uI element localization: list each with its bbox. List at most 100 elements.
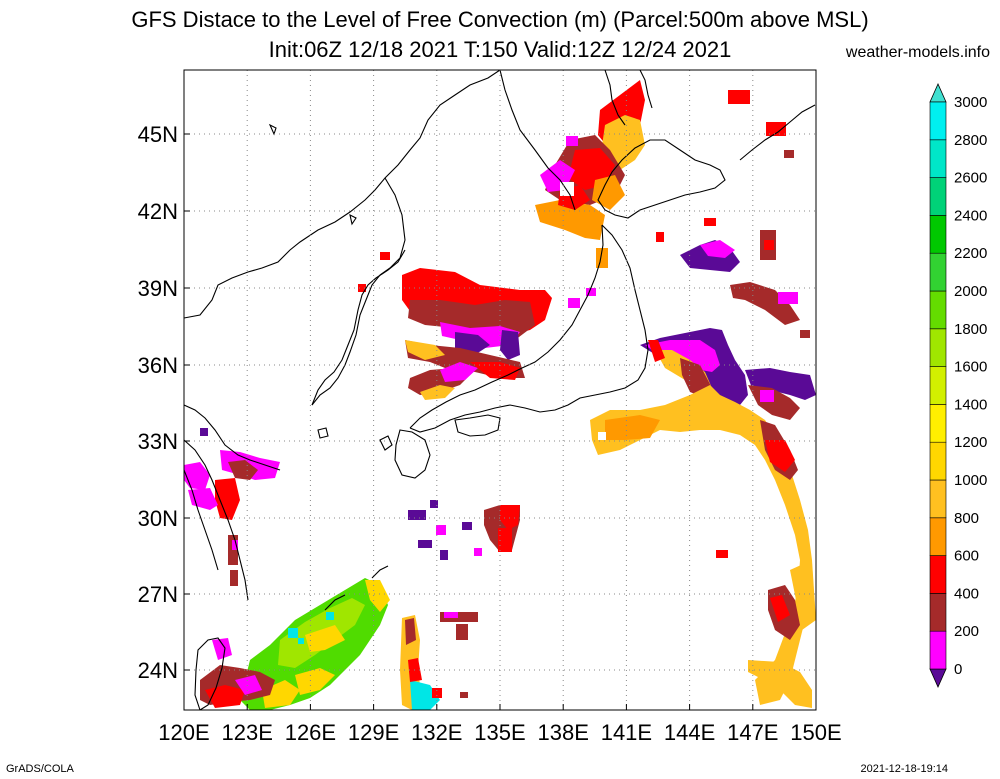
field-patch — [766, 122, 786, 136]
site-credit: weather-models.info — [845, 44, 990, 61]
colorbar-segment — [929, 139, 947, 178]
y-axis: 24N 27N 30N 33N 36N 39N 42N 45N — [138, 122, 190, 683]
coastline — [184, 404, 281, 471]
colorbar-over-arrow — [929, 83, 947, 103]
field-patch — [420, 385, 455, 400]
coastline-hokkaido — [597, 139, 726, 219]
colorbar-label: 1600 — [954, 359, 987, 376]
field-patch — [605, 415, 660, 440]
field-patch — [418, 540, 432, 548]
field-patch — [598, 432, 606, 440]
field-patch — [568, 298, 580, 308]
colorbar-label: 400 — [954, 585, 979, 602]
field-patch — [770, 595, 790, 622]
field-patch — [498, 528, 512, 552]
colorbar-label: 1400 — [954, 396, 987, 413]
colorbar-segment — [929, 328, 947, 367]
coastline — [604, 70, 626, 126]
x-tick-label: 147E — [727, 720, 778, 745]
colorbar-label: 3000 — [954, 94, 987, 111]
coastline — [499, 70, 576, 211]
colorbar-label: 0 — [954, 661, 962, 678]
coastline — [639, 70, 653, 109]
field-patch — [474, 548, 482, 556]
field-patch — [535, 200, 605, 240]
field-patch — [790, 560, 816, 630]
field-patch — [800, 330, 810, 338]
field-patch — [456, 624, 468, 640]
field-patch — [586, 288, 596, 296]
field-patch — [212, 638, 232, 660]
field-patch — [184, 462, 210, 490]
plot-area — [184, 70, 816, 710]
field-patch — [592, 175, 625, 210]
coastline-islands — [317, 427, 329, 439]
field-patch — [380, 252, 390, 260]
field-patch — [460, 692, 468, 698]
field-patch — [405, 618, 416, 645]
field-patch — [200, 428, 208, 436]
field-patch — [500, 330, 520, 360]
coastline-honshu — [409, 224, 649, 433]
colorbar-segment — [929, 252, 947, 292]
coastline — [184, 70, 501, 319]
x-tick-label: 144E — [664, 720, 715, 745]
field-patch — [566, 136, 578, 146]
field-patch — [408, 510, 426, 520]
colorbar-segment — [929, 404, 947, 443]
field-patch — [365, 580, 390, 612]
x-tick-label: 126E — [285, 720, 336, 745]
x-tick-label: 138E — [538, 720, 589, 745]
field-layer — [184, 80, 816, 710]
field-patch — [410, 680, 440, 710]
field-patch — [704, 218, 716, 226]
field-patch — [748, 660, 812, 708]
field-patch — [295, 668, 335, 695]
colorbar-label: 2800 — [954, 132, 987, 149]
field-patch — [358, 284, 366, 292]
coastline — [184, 469, 219, 571]
field-patch — [235, 675, 262, 695]
field-patch — [326, 612, 334, 620]
colorbar-label: 1800 — [954, 321, 987, 338]
coastline-honshu — [409, 224, 604, 429]
colorbar-segment — [929, 101, 947, 141]
y-tick-label: 36N — [138, 353, 178, 378]
field-patch — [728, 90, 750, 104]
field-patch — [760, 390, 774, 402]
colorbar-segment — [929, 630, 947, 670]
colorbar-label: 2400 — [954, 207, 987, 224]
coastline-layer — [184, 70, 816, 710]
field-patch — [440, 362, 478, 382]
y-tick-label: 33N — [138, 429, 178, 454]
x-tick-label: 150E — [790, 720, 841, 745]
colorbar-label: 600 — [954, 548, 979, 565]
field-patch — [778, 292, 798, 304]
y-tick-label: 30N — [138, 506, 178, 531]
colorbar-segment — [929, 366, 947, 405]
gridlines — [184, 70, 816, 710]
field-patch — [440, 612, 478, 622]
field-patch — [305, 625, 345, 652]
colorbar-segment — [929, 555, 947, 594]
field-patch — [215, 478, 240, 520]
colorbar-label: 1200 — [954, 434, 987, 451]
colorbar-label: 2000 — [954, 283, 987, 300]
field-patch — [716, 550, 728, 558]
coastline — [311, 249, 406, 406]
field-patch — [188, 488, 218, 510]
coastline — [311, 177, 406, 406]
colorbar: 0 200 400 600 800 1000 1200 1400 1600 1800 2000 220… — [929, 83, 987, 688]
field-patch — [430, 500, 438, 508]
coastline-kyushu — [394, 429, 431, 479]
x-tick-label: 141E — [601, 720, 652, 745]
colorbar-label: 2600 — [954, 170, 987, 187]
field-patch — [440, 550, 448, 560]
field-patch — [228, 460, 258, 480]
field-patch — [648, 340, 665, 362]
chart-subtitle: Init:06Z 12/18 2021 T:150 Valid:12Z 12/2… — [268, 37, 732, 62]
field-patch — [436, 525, 446, 535]
colorbar-label: 800 — [954, 510, 979, 527]
colorbar-segment — [929, 593, 947, 632]
footer-timestamp: 2021-12-18-19:14 — [860, 763, 948, 775]
